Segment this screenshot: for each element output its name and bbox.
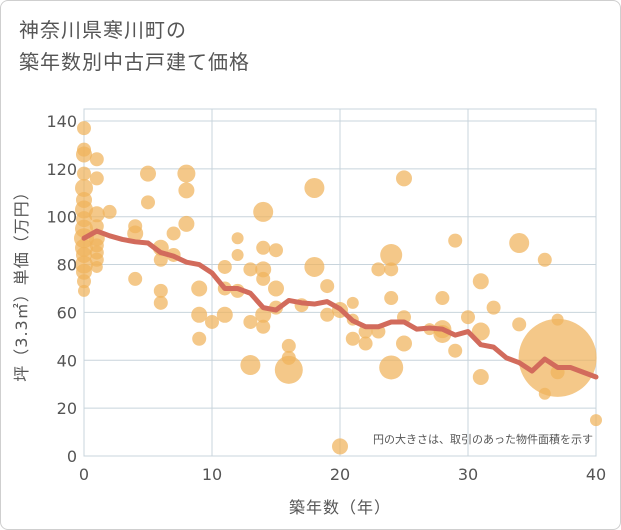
data-point [231, 248, 244, 261]
data-point [256, 271, 271, 286]
tick-labels: 0 20 40 60 80 100 120 140 0 10 20 30 40 [46, 112, 606, 484]
x-tick-label: 20 [330, 465, 350, 484]
data-point [256, 319, 271, 334]
y-tick-label: 20 [57, 399, 77, 418]
data-point [486, 300, 501, 315]
data-point [253, 201, 274, 222]
data-point [509, 233, 530, 254]
data-point [166, 226, 181, 241]
data-point [77, 274, 91, 289]
data-point [140, 165, 156, 182]
data-point [371, 262, 386, 277]
data-point [461, 310, 475, 325]
data-point [384, 262, 399, 277]
trend-line [81, 228, 599, 380]
data-point [448, 233, 463, 248]
data-point [380, 243, 403, 266]
data-point [88, 206, 105, 223]
data-point [90, 260, 103, 273]
data-point [358, 336, 373, 351]
chart-title-line-2: 築年数別中古戸建て価格 [19, 50, 250, 74]
data-point [153, 283, 168, 298]
data-point [320, 307, 335, 322]
data-point [379, 355, 404, 380]
data-point [77, 166, 91, 181]
data-point [268, 280, 284, 297]
data-point [320, 279, 335, 294]
data-point [384, 291, 399, 306]
data-point [396, 335, 412, 352]
data-point [243, 262, 258, 277]
chart-title-line-1: 神奈川県寒川町の [19, 18, 187, 42]
data-point [346, 296, 359, 309]
data-point [191, 306, 208, 323]
data-point [77, 121, 91, 136]
data-point [78, 284, 90, 297]
x-axis-label: 築年数（年） [289, 498, 391, 517]
y-tick-label: 100 [46, 208, 77, 227]
data-point [281, 338, 296, 353]
y-tick-label: 140 [46, 112, 77, 131]
data-point [177, 164, 196, 183]
bubble-series [74, 121, 602, 455]
data-point [240, 355, 261, 376]
data-point [274, 355, 303, 384]
data-point [448, 343, 463, 358]
data-point [231, 232, 244, 245]
data-point [512, 317, 527, 332]
data-point [472, 369, 489, 386]
data-point [217, 259, 232, 274]
data-point [75, 178, 93, 197]
data-point [191, 280, 208, 297]
data-point [216, 306, 233, 323]
data-point [153, 295, 168, 310]
grid-lines [83, 108, 597, 457]
data-point [537, 252, 552, 267]
data-point [304, 256, 325, 277]
x-tick-label: 10 [202, 465, 222, 484]
data-point [345, 331, 360, 346]
data-point [396, 170, 412, 187]
y-tick-label: 0 [67, 447, 77, 466]
data-point [178, 215, 195, 232]
bubble-size-note: 円の大きさは、取引のあった物件面積を示す [373, 432, 593, 446]
data-point [141, 195, 155, 210]
data-point [471, 322, 490, 341]
y-tick-label: 80 [57, 256, 77, 275]
data-point [127, 225, 144, 242]
data-point [128, 271, 143, 286]
data-point [304, 177, 325, 198]
data-point [89, 171, 104, 186]
chart-title: 神奈川県寒川町の 築年数別中古戸建て価格 [19, 14, 250, 78]
data-point [89, 152, 104, 167]
y-tick-label: 60 [57, 303, 77, 322]
data-point [518, 318, 597, 397]
data-point [102, 204, 117, 219]
data-point [256, 240, 271, 255]
data-point [472, 273, 489, 290]
data-point [205, 314, 219, 329]
data-point [269, 243, 283, 258]
x-tick-label: 30 [458, 465, 478, 484]
data-point [435, 291, 450, 306]
data-point [590, 414, 602, 427]
x-tick-label: 40 [586, 465, 606, 484]
y-tick-label: 40 [57, 351, 77, 370]
x-tick-label: 0 [79, 465, 89, 484]
data-point [332, 438, 348, 455]
y-tick-label: 120 [46, 160, 77, 179]
data-point [243, 314, 258, 329]
data-point [192, 331, 207, 346]
y-axis-label: 坪（3.3㎡）単価（万円） [12, 183, 31, 381]
data-point [153, 252, 168, 267]
data-point [178, 182, 195, 199]
data-point [77, 142, 91, 157]
trend-series [81, 228, 599, 380]
